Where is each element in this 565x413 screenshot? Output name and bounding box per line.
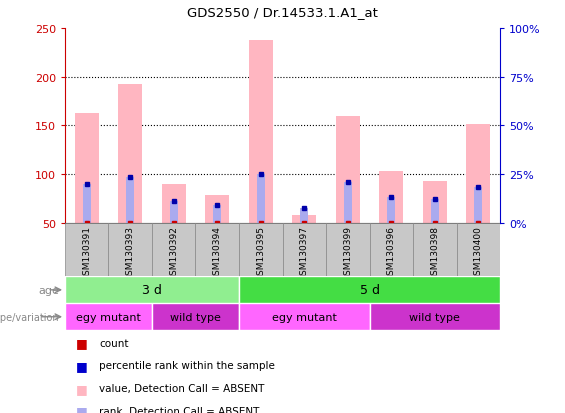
Bar (108, 223, 152, 277)
Text: genotype/variation: genotype/variation (0, 312, 59, 322)
Bar (65, 277, 239, 304)
Bar (413, 223, 457, 277)
Bar (336, 116, 360, 223)
Bar (75, 113, 99, 223)
Text: GSM130395: GSM130395 (257, 225, 265, 280)
Bar (118, 85, 142, 223)
Text: GSM130398: GSM130398 (431, 225, 439, 280)
Bar (239, 304, 370, 330)
Bar (282, 223, 326, 277)
Bar (126, 178, 134, 223)
Bar (370, 223, 413, 277)
Bar (292, 215, 316, 223)
Text: GSM130393: GSM130393 (126, 225, 134, 280)
Text: GDS2550 / Dr.14533.1.A1_at: GDS2550 / Dr.14533.1.A1_at (187, 6, 378, 19)
Bar (379, 171, 403, 223)
Bar (170, 202, 178, 223)
Bar (423, 181, 447, 223)
Text: egy mutant: egy mutant (76, 312, 141, 322)
Text: 5 d: 5 d (359, 284, 380, 297)
Text: ■: ■ (76, 359, 88, 372)
Text: percentile rank within the sample: percentile rank within the sample (99, 361, 275, 370)
Bar (249, 40, 273, 223)
Bar (213, 206, 221, 223)
Bar (257, 174, 265, 223)
Text: wild type: wild type (409, 312, 460, 322)
Text: ■: ■ (76, 336, 88, 349)
Text: ■: ■ (76, 382, 88, 395)
Text: age: age (38, 285, 59, 295)
Text: rank, Detection Call = ABSENT: rank, Detection Call = ABSENT (99, 406, 259, 413)
Bar (239, 223, 282, 277)
Text: 3 d: 3 d (142, 284, 162, 297)
Bar (152, 223, 195, 277)
Text: GSM130396: GSM130396 (387, 225, 396, 280)
Bar (457, 223, 500, 277)
Text: egy mutant: egy mutant (272, 312, 337, 322)
Bar (65, 304, 152, 330)
Bar (370, 304, 500, 330)
Text: GSM130397: GSM130397 (300, 225, 308, 280)
Bar (162, 184, 186, 223)
Bar (65, 223, 108, 277)
Text: GSM130399: GSM130399 (344, 225, 352, 280)
Text: GSM130392: GSM130392 (170, 225, 178, 280)
Bar (82, 184, 91, 223)
Bar (300, 209, 308, 223)
Text: GSM130394: GSM130394 (213, 225, 221, 280)
Text: GSM130400: GSM130400 (474, 225, 483, 280)
Text: count: count (99, 338, 128, 348)
Bar (326, 223, 370, 277)
Bar (344, 182, 352, 223)
Bar (387, 198, 396, 223)
Bar (239, 277, 500, 304)
Text: value, Detection Call = ABSENT: value, Detection Call = ABSENT (99, 383, 264, 393)
Text: wild type: wild type (170, 312, 221, 322)
Bar (195, 223, 239, 277)
Text: ■: ■ (76, 404, 88, 413)
Bar (466, 125, 490, 223)
Bar (205, 196, 229, 223)
Bar (152, 304, 239, 330)
Bar (431, 200, 439, 223)
Bar (474, 187, 483, 223)
Text: GSM130391: GSM130391 (82, 225, 91, 280)
